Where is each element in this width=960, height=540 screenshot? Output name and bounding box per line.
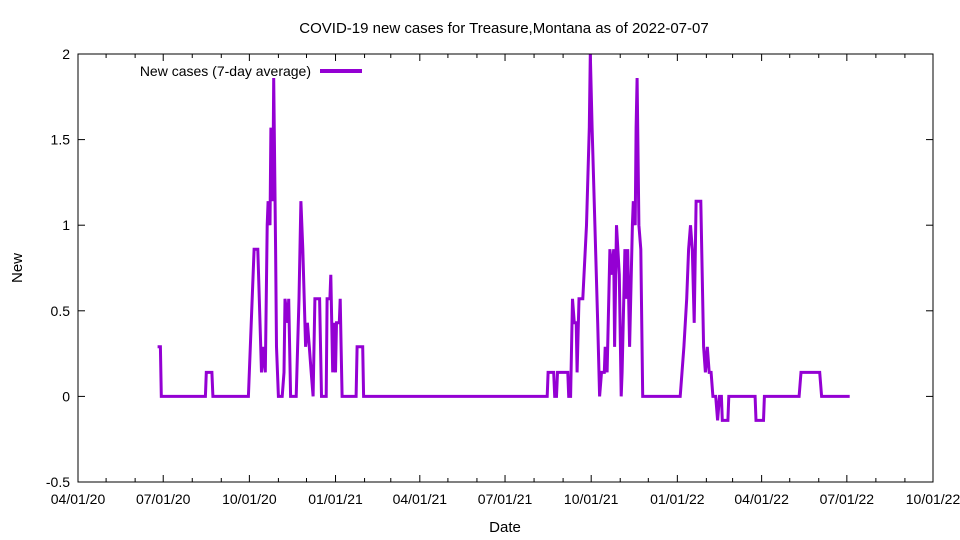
x-tick-label: 01/01/22 xyxy=(650,491,705,507)
legend-label: New cases (7-day average) xyxy=(140,63,311,79)
y-tick-label: 0 xyxy=(62,388,70,404)
x-tick-label: 04/01/22 xyxy=(734,491,789,507)
x-tick-label: 07/01/21 xyxy=(478,491,533,507)
plot-frame xyxy=(77,53,934,483)
series-line-0 xyxy=(157,53,850,422)
x-tick-label: 07/01/20 xyxy=(136,491,191,507)
x-tick-label: 10/01/20 xyxy=(222,491,277,507)
x-axis-ticks: 04/01/20 07/01/20 10/01/20 01/01/21 04/01/21… xyxy=(51,54,960,507)
y-tick-label: -0.5 xyxy=(46,474,70,490)
x-axis-title: Date xyxy=(489,519,521,536)
x-tick-label: 01/01/21 xyxy=(308,491,363,507)
x-tick-label: 04/01/20 xyxy=(51,491,106,507)
legend: New cases (7-day average) xyxy=(140,63,362,79)
x-tick-label: 04/01/21 xyxy=(393,491,448,507)
y-axis-title: New xyxy=(9,253,26,283)
y-tick-label: 1 xyxy=(62,217,70,233)
y-tick-label: 0.5 xyxy=(51,303,71,319)
series-layer xyxy=(157,53,850,422)
chart-title: COVID-19 new cases for Treasure,Montana … xyxy=(299,20,708,37)
x-tick-label: 10/01/22 xyxy=(906,491,960,507)
y-axis-ticks: -0.5 0 0.5 1 1.5 2 xyxy=(46,46,933,490)
x-tick-label: 10/01/21 xyxy=(564,491,619,507)
y-tick-label: 2 xyxy=(62,46,70,62)
x-tick-label: 07/01/22 xyxy=(820,491,875,507)
y-tick-label: 1.5 xyxy=(51,132,71,148)
